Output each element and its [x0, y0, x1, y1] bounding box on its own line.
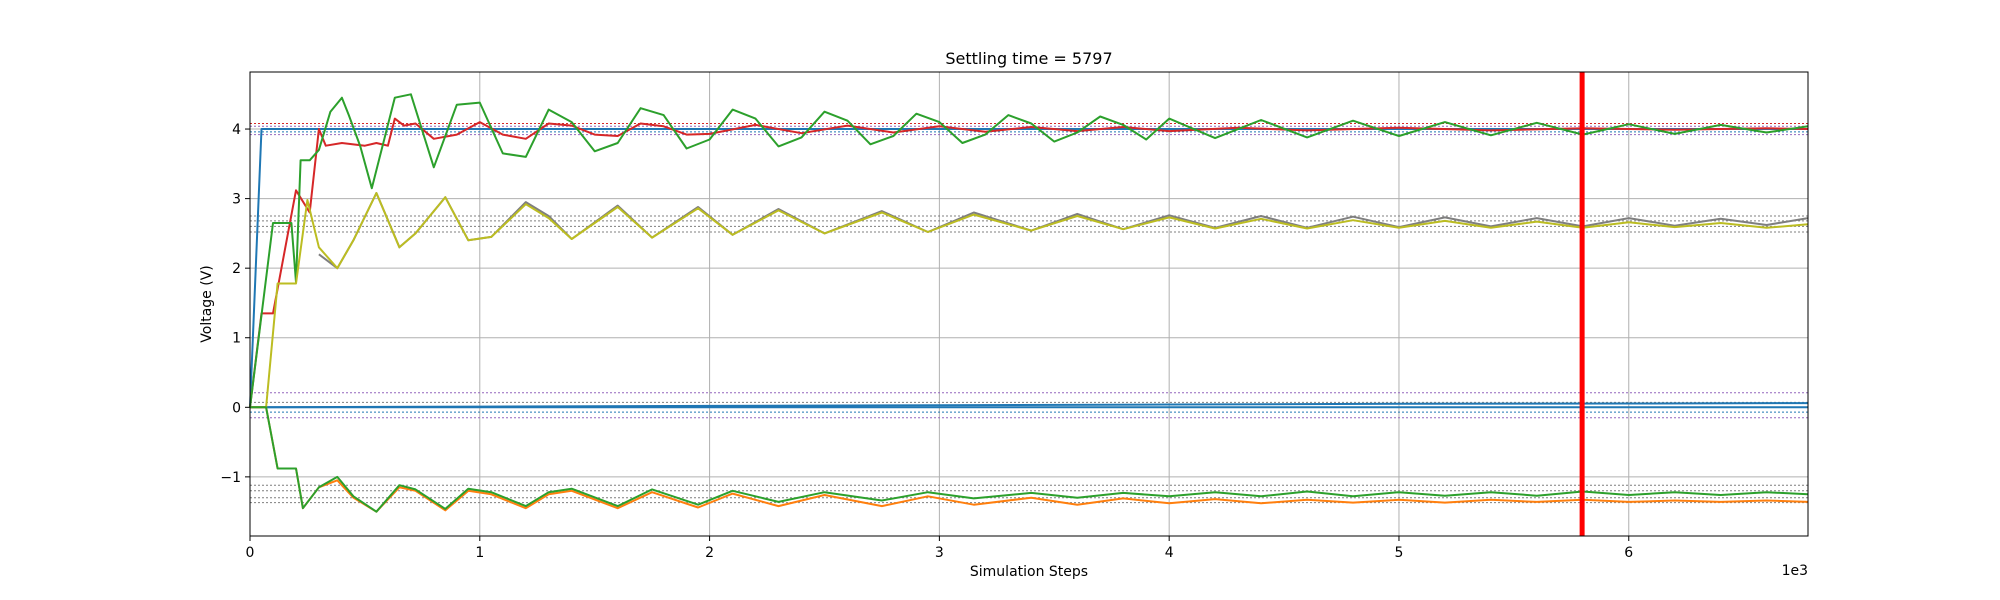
x-tick-label: 1: [475, 545, 484, 561]
y-tick-label: 0: [232, 400, 241, 416]
x-tick-label: 3: [935, 545, 944, 561]
y-axis-label: Voltage (V): [199, 265, 215, 342]
chart-title: Settling time = 5797: [945, 49, 1112, 68]
x-tick-label: 4: [1165, 545, 1174, 561]
grid-layer: [249, 72, 1808, 536]
y-tick-label: −1: [220, 470, 241, 486]
plot-frame: [249, 71, 1809, 537]
series-line-7: [250, 192, 1809, 409]
y-tick-label: 2: [232, 261, 241, 277]
x-tick-label: 0: [246, 545, 255, 561]
series-line-4: [249, 117, 1809, 408]
series-line-5: [249, 93, 1809, 408]
y-tick-label: 1: [232, 331, 241, 347]
series-layer: [249, 93, 1809, 513]
series-line-8: [250, 406, 1809, 513]
y-tick-label: 3: [232, 192, 241, 208]
x-tick-label: 6: [1624, 545, 1633, 561]
x-axis-offset-text: 1e3: [1782, 563, 1808, 579]
x-axis-label: Simulation Steps: [970, 564, 1088, 580]
x-tick-label: 5: [1395, 545, 1404, 561]
tick-layer: 0 1 2 3 4 5 6 −1 0 1 2 3 4: [220, 122, 1633, 561]
series-line-9: [250, 406, 1809, 513]
series-line-6: [318, 192, 1809, 270]
y-tick-label: 4: [232, 122, 241, 138]
reference-lines-layer: [250, 122, 1808, 504]
x-tick-label: 2: [705, 545, 714, 561]
